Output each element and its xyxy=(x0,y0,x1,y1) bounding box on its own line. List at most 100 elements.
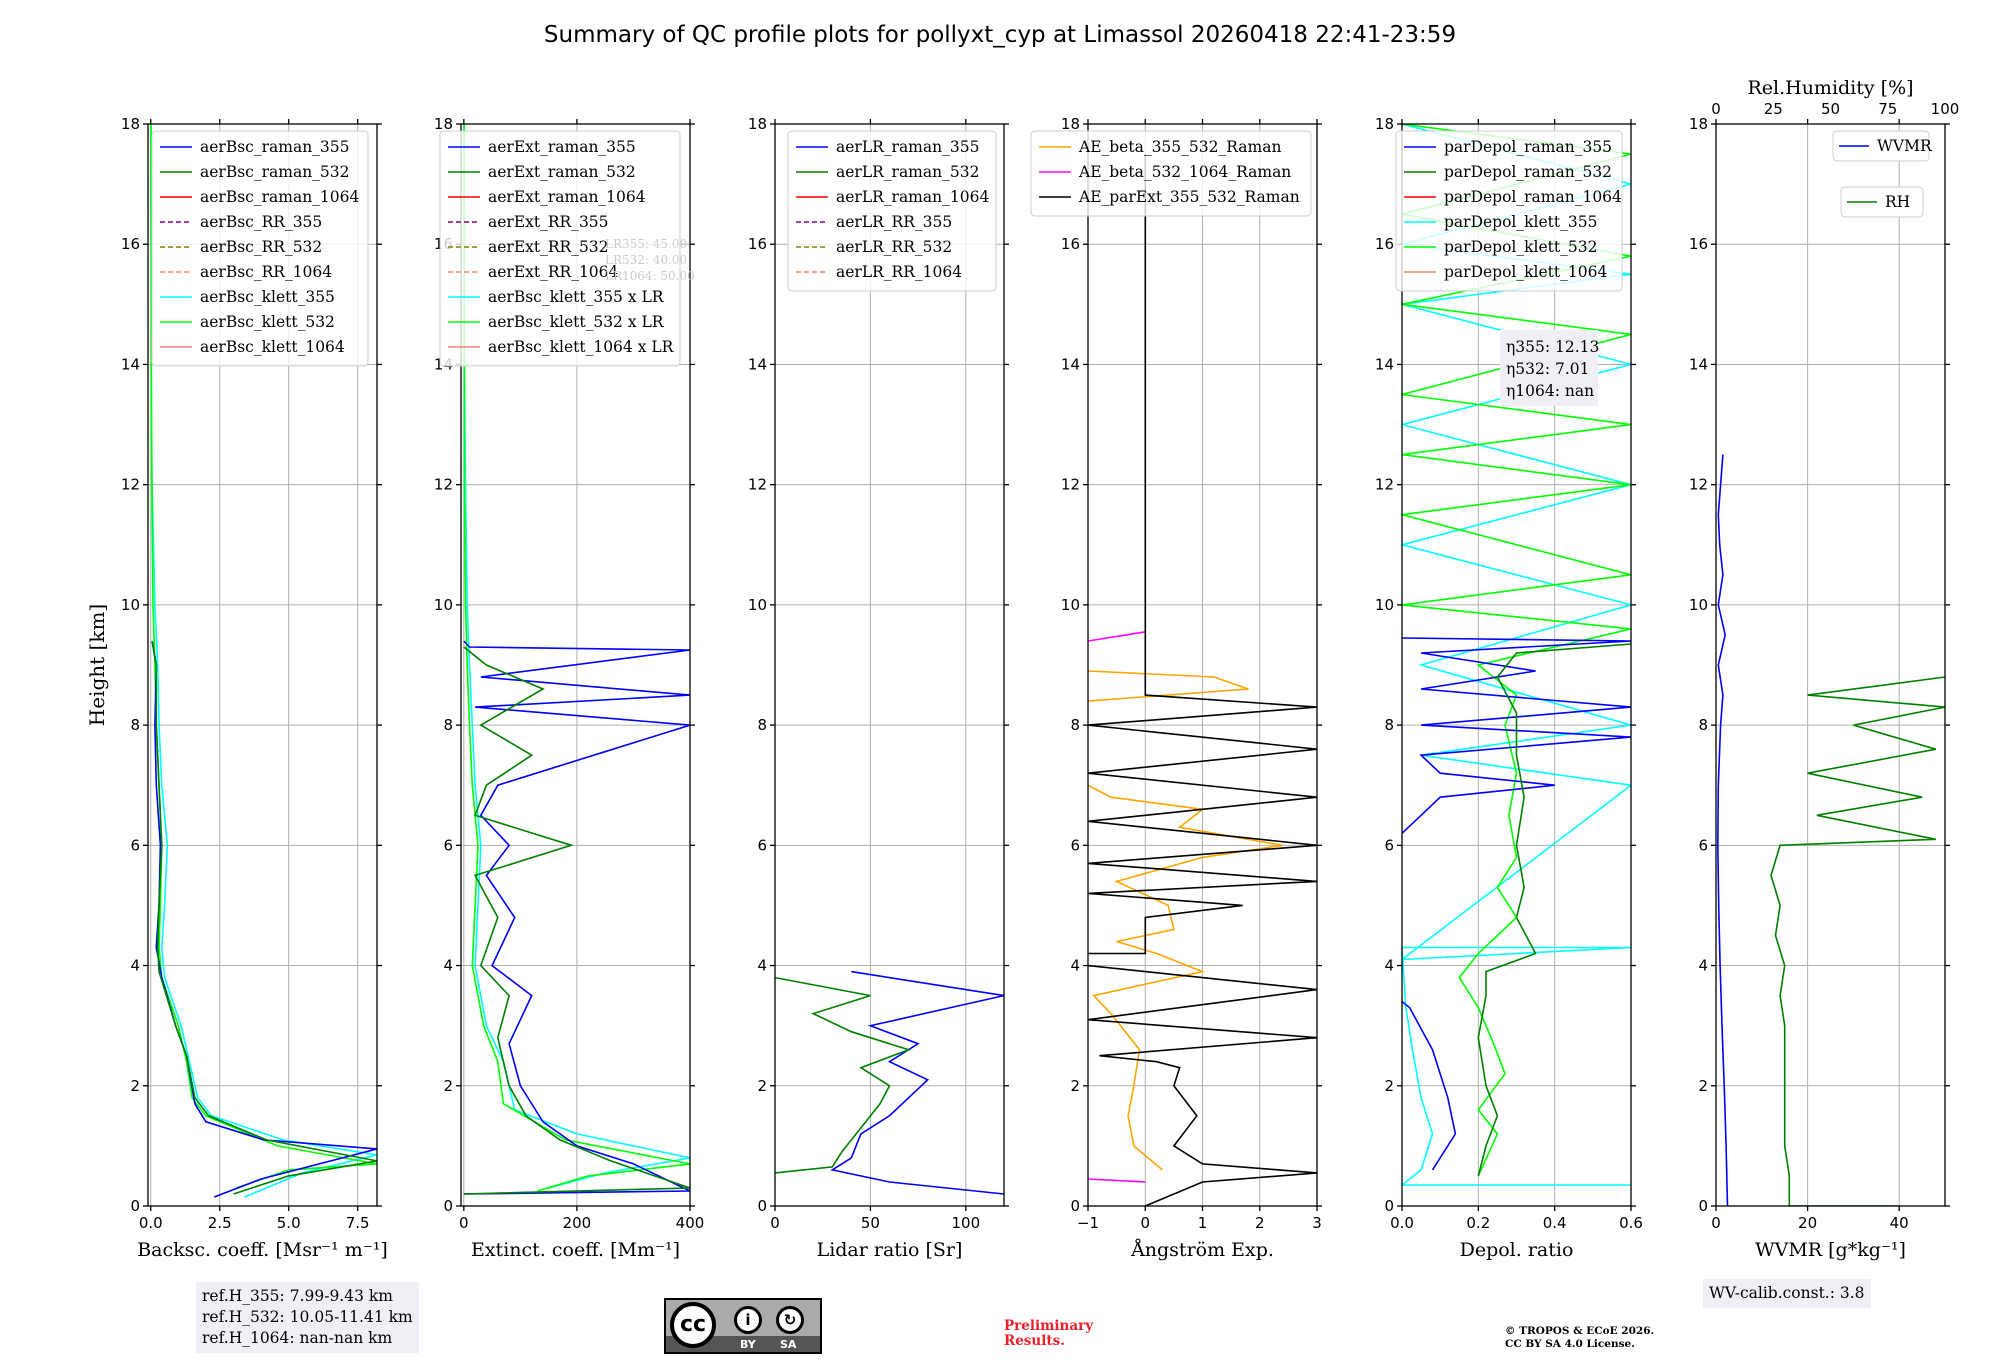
ref-height-532: ref.H_532: 10.05-11.41 km xyxy=(202,1308,413,1326)
legend-label: AE_parExt_355_532_Raman xyxy=(1078,188,1300,206)
preliminary-results-note: Preliminary Results. xyxy=(1004,1318,1094,1349)
ytick-label: 10 xyxy=(1375,596,1394,614)
legend-label: aerLR_RR_355 xyxy=(836,213,952,231)
xtick-label: 2.5 xyxy=(208,1214,232,1232)
series-line-pardepol-klett-355 xyxy=(1402,124,1631,1186)
legend-label: aerBsc_klett_1064 xyxy=(200,338,345,356)
legend-label: AE_beta_355_532_Raman xyxy=(1078,138,1281,156)
legend-frame xyxy=(439,130,681,367)
by-person-icon: i xyxy=(734,1306,762,1334)
ytick-label: 8 xyxy=(1384,716,1394,734)
xtick-label: 3 xyxy=(1312,1214,1322,1232)
legend-label: parDepol_raman_1064 xyxy=(1444,188,1622,206)
series-line-aerbsc-raman-532 xyxy=(151,640,377,1195)
ytick-label: 6 xyxy=(443,836,453,854)
ytick-label: 2 xyxy=(757,1077,767,1095)
legend-label: parDepol_klett_1064 xyxy=(1444,263,1607,281)
legend-label: parDepol_raman_532 xyxy=(1444,163,1612,181)
legend-label: aerExt_raman_1064 xyxy=(488,188,646,206)
xaxis-label: Extinct. coeff. [Mm⁻¹] xyxy=(471,1239,680,1261)
cc-by-sa-badge: cc i ↻ BY SA xyxy=(664,1298,822,1354)
ytick-label: 16 xyxy=(1061,235,1080,253)
ytick-label: 12 xyxy=(121,476,140,494)
legend-label: aerBsc_klett_355 xyxy=(200,288,335,306)
top-xtick-label: 50 xyxy=(1821,100,1840,118)
ytick-label: 6 xyxy=(130,836,140,854)
ytick-label: 2 xyxy=(1698,1077,1708,1095)
xtick-label: 40 xyxy=(1890,1214,1909,1232)
ytick-label: 8 xyxy=(443,716,453,734)
ytick-label: 18 xyxy=(748,115,767,133)
ytick-label: 0 xyxy=(1070,1197,1080,1215)
legend: WVMR RH xyxy=(1832,130,1933,218)
axes-frame xyxy=(460,123,691,1207)
xtick-label: 20 xyxy=(1798,1214,1817,1232)
ytick-label: 0 xyxy=(1698,1197,1708,1215)
ytick-label: 6 xyxy=(1698,836,1708,854)
ytick-label: 18 xyxy=(434,115,453,133)
axes-frame xyxy=(1401,123,1632,1207)
legend-label: aerLR_RR_532 xyxy=(836,238,952,256)
ytick-label: 2 xyxy=(1384,1077,1394,1095)
ytick-label: 12 xyxy=(1375,476,1394,494)
axes-frame xyxy=(774,123,1005,1207)
panel-backscatter: 0 2 4 6 8 10 12 14 16 18 0.0 2.5 5.0 7.5 Backsc. coeff… xyxy=(121,115,388,1261)
series-line-ae-parext-355-532-raman xyxy=(1088,964,1317,1206)
ytick-label: 4 xyxy=(1384,957,1394,975)
ytick-label: 8 xyxy=(757,716,767,734)
yaxis-label: Height [km] xyxy=(85,604,109,726)
xtick-label: −1 xyxy=(1077,1214,1099,1232)
series-line-pardepol-klett-532 xyxy=(1402,124,1631,1177)
legend: AE_beta_355_532_Raman AE_beta_532_1064_Ra… xyxy=(1030,130,1312,217)
xtick-label: 100 xyxy=(952,1214,981,1232)
legend-label: aerBsc_RR_532 xyxy=(200,238,322,256)
ytick-label: 10 xyxy=(434,596,453,614)
top-xtick-label: 25 xyxy=(1764,100,1783,118)
figure-title: Summary of QC profile plots for pollyxt_… xyxy=(543,22,1457,48)
legend-label: aerExt_raman_355 xyxy=(488,138,636,156)
legend-label: aerBsc_RR_1064 xyxy=(200,263,332,281)
ytick-label: 16 xyxy=(121,235,140,253)
legend-label: aerBsc_klett_532 xyxy=(200,313,335,331)
xtick-label: 0 xyxy=(1711,1214,1721,1232)
series-line-aerbsc-klett-355-x-lr xyxy=(463,124,690,1189)
series-line-aerext-raman-532 xyxy=(463,646,690,1195)
ytick-label: 14 xyxy=(1689,355,1708,373)
series-group xyxy=(463,124,690,1195)
ytick-label: 18 xyxy=(1061,115,1080,133)
panel-lidar_ratio: 0 2 4 6 8 10 12 14 16 18 0 50 100 Lidar ratio [Sr] aer… xyxy=(748,115,1009,1261)
legend-label: aerLR_raman_532 xyxy=(836,163,979,181)
ytick-label: 8 xyxy=(1698,716,1708,734)
ytick-label: 10 xyxy=(121,596,140,614)
legend-label: AE_beta_532_1064_Raman xyxy=(1078,163,1291,181)
lr-note: LR1064: 50.00 xyxy=(605,269,695,283)
ytick-label: 14 xyxy=(121,355,140,373)
xaxis-label: Lidar ratio [Sr] xyxy=(817,1239,963,1261)
series-group xyxy=(1716,454,1945,1206)
legend: aerBsc_raman_355 aerBsc_raman_532 aerBsc_r… xyxy=(151,130,369,367)
ytick-label: 6 xyxy=(1070,836,1080,854)
ytick-label: 2 xyxy=(443,1077,453,1095)
ytick-label: 12 xyxy=(748,476,767,494)
ytick-label: 18 xyxy=(121,115,140,133)
legend-label: aerExt_RR_532 xyxy=(488,238,609,256)
ytick-label: 4 xyxy=(443,957,453,975)
by-label: BY xyxy=(740,1338,756,1351)
xtick-label: 0 xyxy=(1140,1214,1150,1232)
eta-box xyxy=(1500,330,1598,406)
xaxis-label: Ångström Exp. xyxy=(1130,1239,1274,1261)
xtick-label: 5.0 xyxy=(277,1214,301,1232)
ytick-label: 14 xyxy=(1061,355,1080,373)
ytick-label: 0 xyxy=(1384,1197,1394,1215)
legend-label: aerExt_RR_355 xyxy=(488,213,609,231)
ytick-label: 10 xyxy=(1689,596,1708,614)
legend-label: aerExt_RR_1064 xyxy=(488,263,619,281)
ytick-label: 10 xyxy=(748,596,767,614)
legend-frame xyxy=(1840,186,1924,218)
xaxis-label: WVMR [g*kg⁻¹] xyxy=(1755,1239,1906,1261)
series-line-aerlr-raman-355 xyxy=(830,970,1004,1195)
series-line-pardepol-raman-355 xyxy=(1402,637,1631,834)
legend-frame xyxy=(787,130,997,292)
